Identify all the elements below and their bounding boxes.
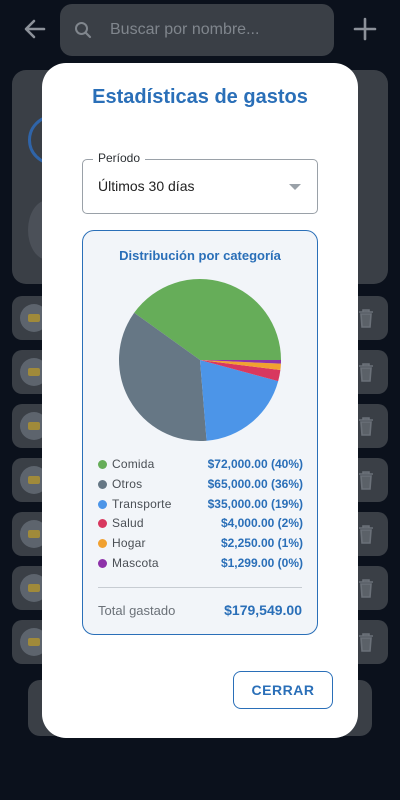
legend-swatch xyxy=(98,519,107,529)
period-value: Últimos 30 días xyxy=(98,178,195,194)
legend-value: $72,000.00 (40%) xyxy=(207,457,303,471)
legend-swatch xyxy=(98,558,107,568)
trash-icon[interactable] xyxy=(358,308,374,328)
total-value: $179,549.00 xyxy=(224,602,302,618)
pie-chart xyxy=(118,278,282,442)
trash-icon[interactable] xyxy=(358,578,374,598)
chart-legend: Comida $72,000.00 (40%) Otros $65,000.00 (3… xyxy=(98,457,303,576)
trash-icon[interactable] xyxy=(358,632,374,652)
arrow-left-icon[interactable] xyxy=(20,14,50,44)
total-label: Total gastado xyxy=(98,603,176,618)
legend-value: $35,000.00 (19%) xyxy=(207,496,303,511)
legend-item: Otros $65,000.00 (36%) xyxy=(98,477,303,497)
legend-swatch xyxy=(98,479,107,489)
legend-label: Otros xyxy=(112,476,143,491)
legend-value: $2,250.00 (1%) xyxy=(220,536,303,551)
stats-card: Distribución por categoría Comida $72,000… xyxy=(82,230,318,635)
legend-swatch xyxy=(98,539,107,549)
caret-down-icon xyxy=(289,184,301,190)
legend-label: Mascota xyxy=(112,555,159,570)
legend-item: Hogar $2,250.00 (1%) xyxy=(98,536,303,556)
legend-label: Comida xyxy=(112,457,155,471)
legend-value: $1,299.00 (0%) xyxy=(220,555,303,570)
pie-slice-hogar xyxy=(200,360,281,371)
trash-icon[interactable] xyxy=(358,524,374,544)
trash-icon[interactable] xyxy=(358,470,374,490)
legend-item: Transporte $35,000.00 (19%) xyxy=(98,497,303,517)
pie-slice-salud xyxy=(200,360,281,382)
search-bar[interactable] xyxy=(60,4,334,56)
search-icon xyxy=(75,22,92,39)
legend-value: $65,000.00 (36%) xyxy=(207,476,303,491)
legend-item: Mascota $1,299.00 (0%) xyxy=(98,556,303,576)
top-bar xyxy=(0,0,400,60)
legend-item: Comida $72,000.00 (40%) xyxy=(98,457,303,477)
pie-slice-comida xyxy=(134,278,281,360)
divider xyxy=(98,587,302,588)
dialog-title: Estadísticas de gastos xyxy=(92,86,308,108)
legend-label: Transporte xyxy=(112,496,172,511)
period-label: Período xyxy=(93,151,146,165)
legend-swatch xyxy=(98,499,107,509)
legend-label: Hogar xyxy=(112,536,146,551)
pie-slice-mascota xyxy=(200,360,282,364)
legend-swatch xyxy=(98,460,107,469)
period-select[interactable]: Período Últimos 30 días xyxy=(82,151,318,214)
trash-icon[interactable] xyxy=(358,362,374,382)
search-input[interactable] xyxy=(110,4,320,56)
statistics-dialog: Estadísticas de gastos Período Últimos 3… xyxy=(42,63,358,738)
plus-icon[interactable] xyxy=(350,14,380,44)
chart-title: Distribución por categoría xyxy=(119,248,281,263)
pie-slice-transporte xyxy=(200,360,279,441)
legend-item: Salud $4,000.00 (2%) xyxy=(98,516,303,536)
legend-label: Salud xyxy=(112,516,144,531)
pie-slice-otros xyxy=(118,312,207,442)
close-button[interactable]: CERRAR xyxy=(233,671,333,709)
trash-icon[interactable] xyxy=(358,416,374,436)
legend-value: $4,000.00 (2%) xyxy=(220,516,303,531)
